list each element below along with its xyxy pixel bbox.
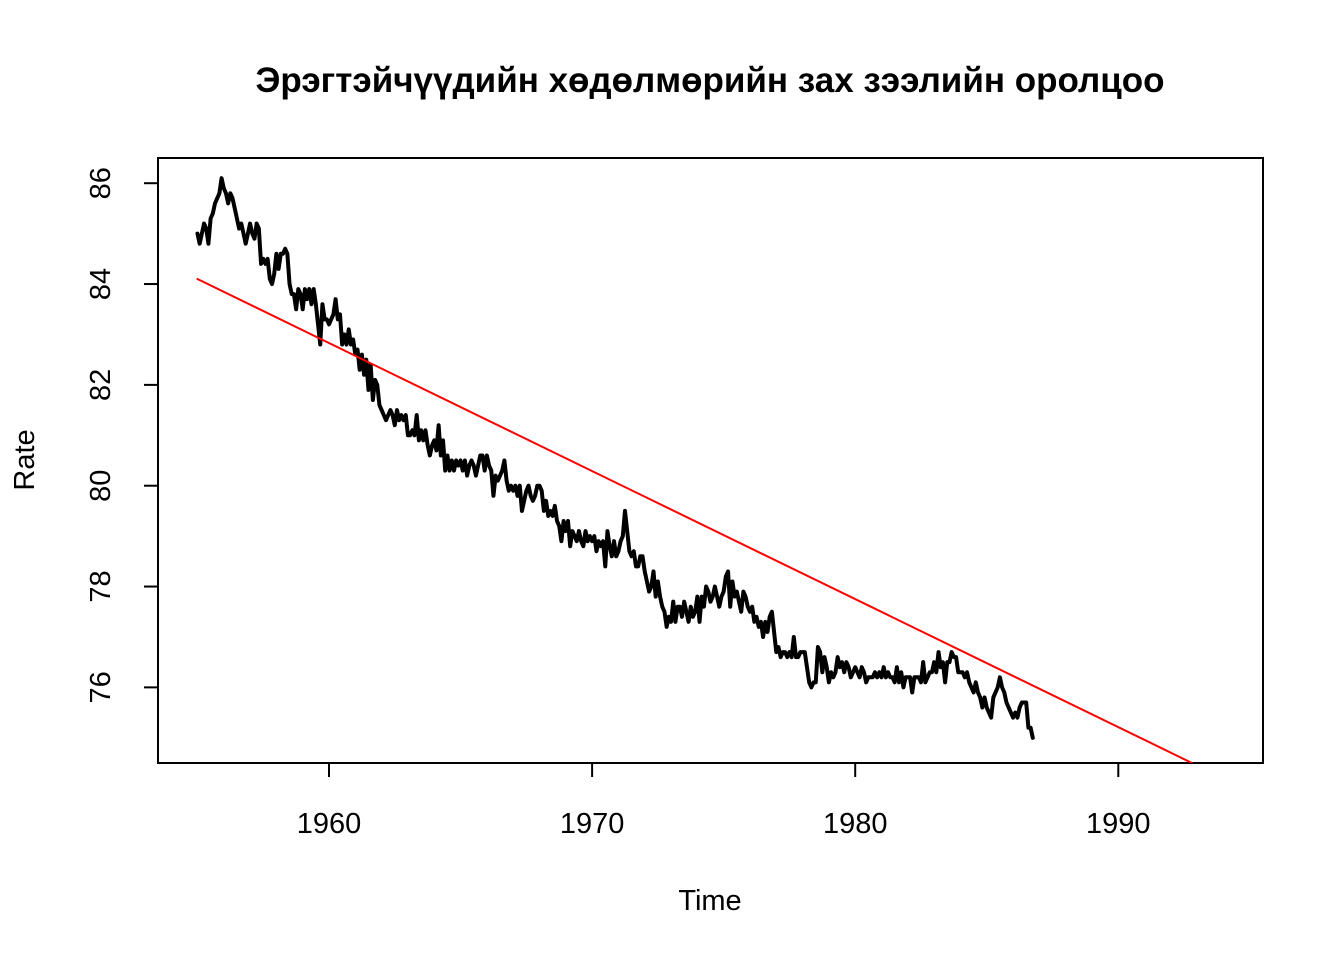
plot-frame (157, 157, 1264, 764)
chart-title: Эрэгтэйчүүдийн хөдөлмөрийн зах зээлийн о… (256, 61, 1165, 100)
x-axis: 1960 1970 1980 1990 (297, 762, 1151, 840)
y-axis: 76 78 80 82 84 86 (85, 167, 159, 704)
trend-line (196, 278, 1193, 763)
y-tick-label: 76 (85, 671, 117, 703)
x-tick-label: 1990 (1086, 808, 1151, 840)
x-tick-label: 1980 (823, 808, 888, 840)
rate-series-line (195, 176, 1035, 740)
y-tick-label: 80 (85, 470, 117, 502)
x-tick-label: 1960 (297, 808, 362, 840)
x-tick-label: 1970 (560, 808, 625, 840)
y-tick-label: 78 (85, 570, 117, 602)
y-tick-label: 82 (85, 369, 117, 401)
y-axis-label: Rate (9, 429, 41, 490)
x-axis-label: Time (678, 885, 741, 917)
series-layer (195, 176, 1193, 763)
y-tick-label: 84 (85, 268, 117, 300)
y-tick-label: 86 (85, 167, 117, 199)
